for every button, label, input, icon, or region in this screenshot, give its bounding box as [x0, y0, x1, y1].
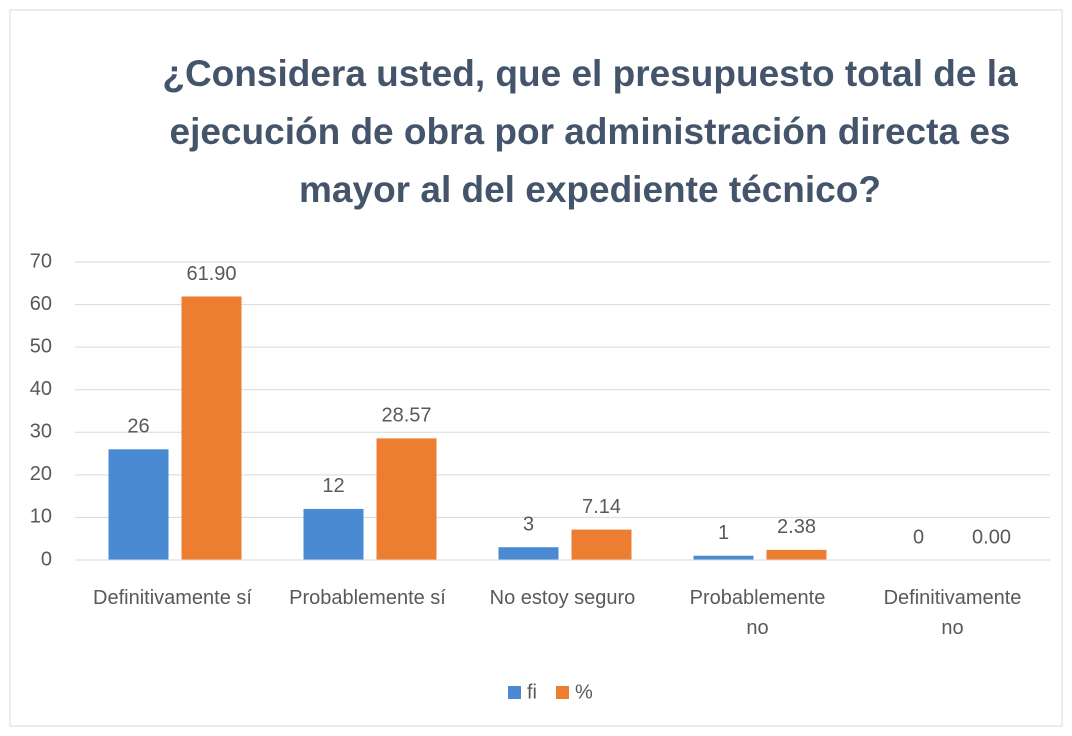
- chart-title: ¿Considera usted, que el presupuesto tot…: [162, 53, 1018, 210]
- legend-label: fi: [527, 681, 537, 703]
- bar: [376, 438, 437, 560]
- x-tick-label: Probablemente sí: [289, 587, 446, 609]
- data-label: 0: [913, 526, 924, 548]
- data-label: 12: [322, 475, 344, 497]
- y-tick-label: 60: [30, 293, 52, 315]
- bar: [303, 508, 364, 560]
- data-label: 26: [127, 416, 149, 438]
- legend-swatch: [556, 686, 569, 699]
- bar: [571, 529, 632, 560]
- x-tick-label: Probablemente no: [689, 587, 826, 639]
- bar: [108, 449, 169, 560]
- data-label: 7.14: [582, 496, 621, 518]
- data-label: 3: [523, 514, 534, 536]
- x-tick-label: Definitivamente sí: [93, 587, 252, 609]
- y-tick-label: 30: [30, 421, 52, 443]
- x-tick-label: Definitivamente no: [883, 587, 1022, 639]
- data-label: 2.38: [777, 516, 816, 538]
- legend-swatch: [508, 686, 521, 699]
- data-label: 28.57: [381, 405, 431, 427]
- data-label: 61.90: [186, 263, 236, 285]
- x-tick-label: No estoy seguro: [489, 587, 636, 609]
- bar: [181, 296, 242, 560]
- y-tick-label: 20: [30, 463, 52, 485]
- y-tick-label: 0: [41, 548, 52, 570]
- y-tick-label: 10: [30, 506, 52, 528]
- bar: [693, 555, 754, 560]
- y-tick-label: 50: [30, 335, 52, 357]
- y-tick-label: 40: [30, 378, 52, 400]
- data-label: 0.00: [972, 526, 1011, 548]
- bar: [766, 549, 827, 560]
- y-tick-label: 70: [30, 250, 52, 272]
- bar: [498, 547, 559, 560]
- legend-label: %: [575, 681, 593, 703]
- data-label: 1: [718, 522, 729, 544]
